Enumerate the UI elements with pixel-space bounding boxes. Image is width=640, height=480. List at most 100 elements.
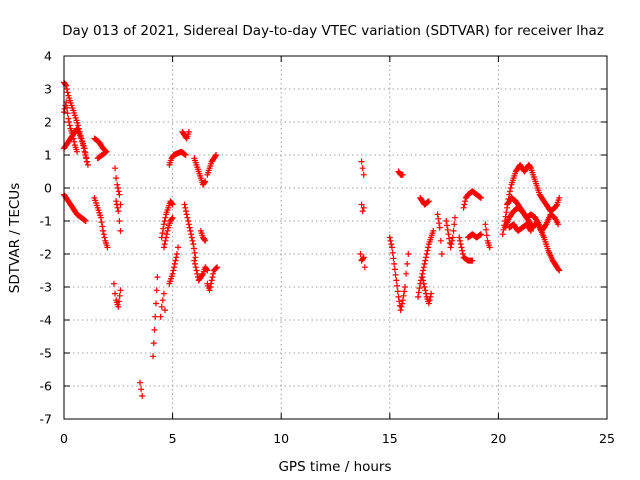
data-point (395, 293, 402, 300)
data-point (360, 255, 367, 262)
data-point (358, 158, 365, 165)
data-point (483, 232, 490, 239)
data-point (117, 227, 124, 234)
data-point (478, 231, 485, 238)
data-point (422, 257, 429, 264)
data-point (388, 241, 395, 248)
data-point (486, 244, 493, 251)
data-point (391, 266, 398, 273)
data-point (66, 119, 73, 125)
data-point (62, 81, 69, 88)
y-tick-label: 3 (44, 82, 52, 97)
data-point (456, 234, 463, 241)
data-point (64, 110, 71, 117)
data-point (160, 225, 167, 232)
x-tick-label: 0 (60, 431, 68, 446)
data-point (112, 165, 119, 172)
data-point (423, 251, 430, 257)
data-point (164, 227, 171, 234)
data-point (392, 271, 399, 278)
data-point (191, 249, 198, 256)
data-point (82, 152, 89, 158)
data-point (425, 244, 432, 251)
data-point (101, 234, 108, 241)
data-point (84, 161, 91, 168)
data-point (204, 267, 211, 274)
data-point (66, 122, 73, 129)
data-point (151, 326, 158, 333)
data-point (82, 218, 89, 224)
x-tick-label: 15 (382, 431, 398, 446)
data-point (157, 313, 164, 320)
data-point (460, 204, 467, 211)
data-point (191, 257, 198, 264)
data-point (555, 266, 562, 273)
data-point (158, 303, 165, 310)
data-point (399, 300, 406, 307)
data-point (192, 264, 199, 271)
y-tick-label: -4 (40, 313, 53, 328)
data-point (171, 264, 178, 271)
data-point (357, 251, 364, 257)
data-point (451, 214, 458, 221)
data-point (360, 254, 367, 261)
data-point (187, 227, 194, 234)
data-point (110, 280, 117, 287)
data-point (173, 254, 180, 261)
data-point (162, 237, 169, 244)
data-point (199, 271, 206, 278)
data-point (192, 260, 199, 267)
data-point (74, 148, 81, 155)
data-point (421, 284, 428, 290)
data-point (172, 257, 179, 264)
data-point (507, 185, 514, 191)
data-point (160, 244, 167, 251)
data-point (430, 227, 437, 234)
data-point (150, 353, 157, 360)
data-point (359, 208, 366, 215)
data-point (188, 234, 195, 241)
data-points (61, 79, 563, 399)
data-point (184, 214, 191, 221)
data-point (404, 260, 411, 267)
data-point (213, 265, 220, 272)
data-point (556, 267, 563, 274)
data-point (201, 179, 208, 186)
data-point (427, 293, 434, 300)
data-point (203, 266, 210, 273)
data-point (428, 290, 435, 297)
data-point (527, 164, 534, 171)
data-point (503, 209, 510, 216)
data-point (65, 115, 72, 122)
data-point (387, 237, 394, 244)
data-point (171, 260, 178, 267)
data-point (207, 280, 214, 287)
data-point (416, 285, 423, 292)
grid-lines (64, 56, 607, 419)
data-point (117, 287, 124, 294)
data-point (170, 267, 177, 274)
data-point (185, 218, 192, 224)
data-point (81, 148, 88, 155)
data-point (116, 218, 123, 224)
data-point (116, 191, 123, 198)
data-point (423, 254, 429, 261)
data-point (84, 158, 91, 165)
data-point (386, 234, 393, 241)
x-tick-label: 20 (490, 431, 506, 446)
y-tick-label: 2 (44, 115, 52, 130)
data-point (182, 152, 189, 158)
data-point (63, 104, 70, 111)
data-point (97, 214, 104, 221)
data-point (186, 224, 193, 231)
data-point (112, 290, 119, 297)
data-point (435, 215, 442, 222)
data-point (459, 251, 466, 257)
data-point (436, 224, 443, 231)
data-point (99, 223, 106, 230)
data-point (173, 251, 180, 257)
data-point (115, 208, 122, 215)
data-point (116, 298, 123, 305)
data-point (436, 220, 443, 227)
